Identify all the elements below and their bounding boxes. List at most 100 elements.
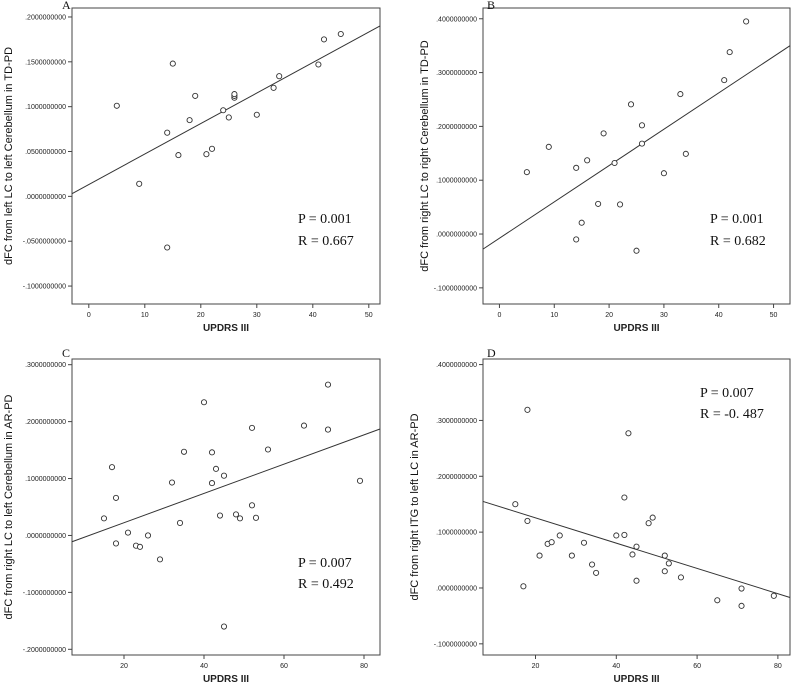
y-tick-label: -.0500000000 xyxy=(23,239,66,246)
data-point xyxy=(164,244,171,251)
panel-d: 20 40 60 80 -.1000000000 .0000000000 .10000000… xyxy=(409,346,791,685)
data-point xyxy=(220,472,228,479)
data-point xyxy=(356,477,364,484)
data-point xyxy=(270,84,277,91)
data-point xyxy=(200,399,208,406)
y-tick-label: .0500000000 xyxy=(25,149,66,156)
y-tick-label: .3000000000 xyxy=(25,362,66,369)
data-point xyxy=(248,502,256,509)
x-axis-title: UPDRS III xyxy=(203,674,249,685)
data-point xyxy=(548,539,555,546)
data-point xyxy=(580,539,588,546)
x-tick-label: 50 xyxy=(770,312,778,319)
data-point xyxy=(156,556,164,563)
y-axis-title: dFC from right LC to left Cerebellum in … xyxy=(3,394,15,619)
data-point xyxy=(324,426,332,433)
data-point xyxy=(264,446,272,453)
data-point xyxy=(573,164,580,171)
data-point xyxy=(613,532,620,539)
x-tick-label: 50 xyxy=(365,312,373,319)
data-point xyxy=(536,552,543,559)
data-point xyxy=(638,122,646,129)
x-axis-title: UPDRS III xyxy=(613,323,659,334)
x-tick-label: 30 xyxy=(660,312,668,319)
data-point xyxy=(677,91,684,98)
data-point xyxy=(593,569,600,576)
data-point xyxy=(627,101,635,108)
y-axis-title: dFC from right LC to right Cerebellum in… xyxy=(419,40,431,272)
regression-line xyxy=(482,45,791,250)
x-axis-title: UPDRS III xyxy=(203,323,249,334)
x-tick-label: 20 xyxy=(197,312,205,319)
data-point xyxy=(621,531,628,538)
y-tick-label: .4000000000 xyxy=(436,16,477,23)
data-point xyxy=(208,449,216,456)
panel-c: 20 40 60 80 -.2000000000 -.1000000000 .0000000… xyxy=(3,346,381,685)
data-point xyxy=(253,111,260,118)
y-tick-label: .2000000000 xyxy=(25,14,66,21)
data-point xyxy=(512,501,519,508)
data-point xyxy=(144,532,152,539)
data-point xyxy=(714,597,721,604)
data-point xyxy=(578,219,585,226)
y-tick-label: -.1000000000 xyxy=(434,641,477,648)
y-tick-label: .1500000000 xyxy=(25,59,66,66)
x-tick-label: 80 xyxy=(774,663,782,670)
y-tick-label: .2000000000 xyxy=(25,419,66,426)
x-tick-label: 30 xyxy=(253,312,261,319)
x-tick-label: 20 xyxy=(605,312,613,319)
data-point xyxy=(252,514,260,521)
data-point xyxy=(595,200,602,207)
data-point xyxy=(721,77,728,84)
data-point xyxy=(208,145,216,152)
data-point xyxy=(556,532,563,539)
data-point xyxy=(629,551,636,558)
data-point xyxy=(192,92,199,99)
data-point xyxy=(633,577,640,584)
x-tick-label: 0 xyxy=(497,312,501,319)
panel-label: A xyxy=(62,0,71,12)
y-tick-label: .1000000000 xyxy=(25,476,66,483)
data-point xyxy=(112,494,120,501)
data-point xyxy=(300,422,308,429)
x-tick-label: 20 xyxy=(120,663,128,670)
data-point xyxy=(100,515,108,522)
x-tick-label: 40 xyxy=(309,312,317,319)
plot-frame xyxy=(482,7,791,305)
r-value-annotation: R = 0.667 xyxy=(298,234,354,249)
data-point xyxy=(738,585,745,592)
data-point xyxy=(649,514,656,521)
data-point xyxy=(589,561,596,568)
y-axis-title: dFC from left LC to left Cerebellum in T… xyxy=(3,47,15,265)
p-value-annotation: P = 0.001 xyxy=(298,212,352,227)
data-point xyxy=(175,152,182,159)
data-point xyxy=(738,602,745,609)
plot-frame xyxy=(71,7,381,305)
y-axis-title: dFC from right ITG to left LC in AR-PD xyxy=(409,413,421,600)
data-point xyxy=(186,117,193,124)
y-tick-label: -.1000000000 xyxy=(23,590,66,597)
x-tick-label: 40 xyxy=(612,663,620,670)
r-value-annotation: R = 0.492 xyxy=(298,577,354,592)
y-tick-label: .0000000000 xyxy=(25,533,66,540)
y-tick-label: -.1000000000 xyxy=(23,284,66,291)
data-point xyxy=(337,30,344,38)
x-tick-label: 80 xyxy=(360,663,368,670)
data-point xyxy=(236,515,244,522)
data-point xyxy=(617,201,624,208)
p-value-annotation: P = 0.007 xyxy=(298,556,352,571)
data-point xyxy=(320,36,328,43)
x-tick-label: 40 xyxy=(200,663,208,670)
data-point xyxy=(633,543,640,550)
p-value-annotation: P = 0.001 xyxy=(710,212,764,227)
data-point xyxy=(661,568,668,575)
y-tick-label: .1000000000 xyxy=(436,530,477,537)
p-value-annotation: P = 0.007 xyxy=(700,386,754,401)
panel-label: B xyxy=(487,0,495,12)
y-tick-label: .0000000000 xyxy=(436,232,477,239)
regression-line xyxy=(71,428,381,543)
data-point xyxy=(743,18,750,25)
data-point xyxy=(324,381,332,388)
data-point xyxy=(169,60,176,67)
